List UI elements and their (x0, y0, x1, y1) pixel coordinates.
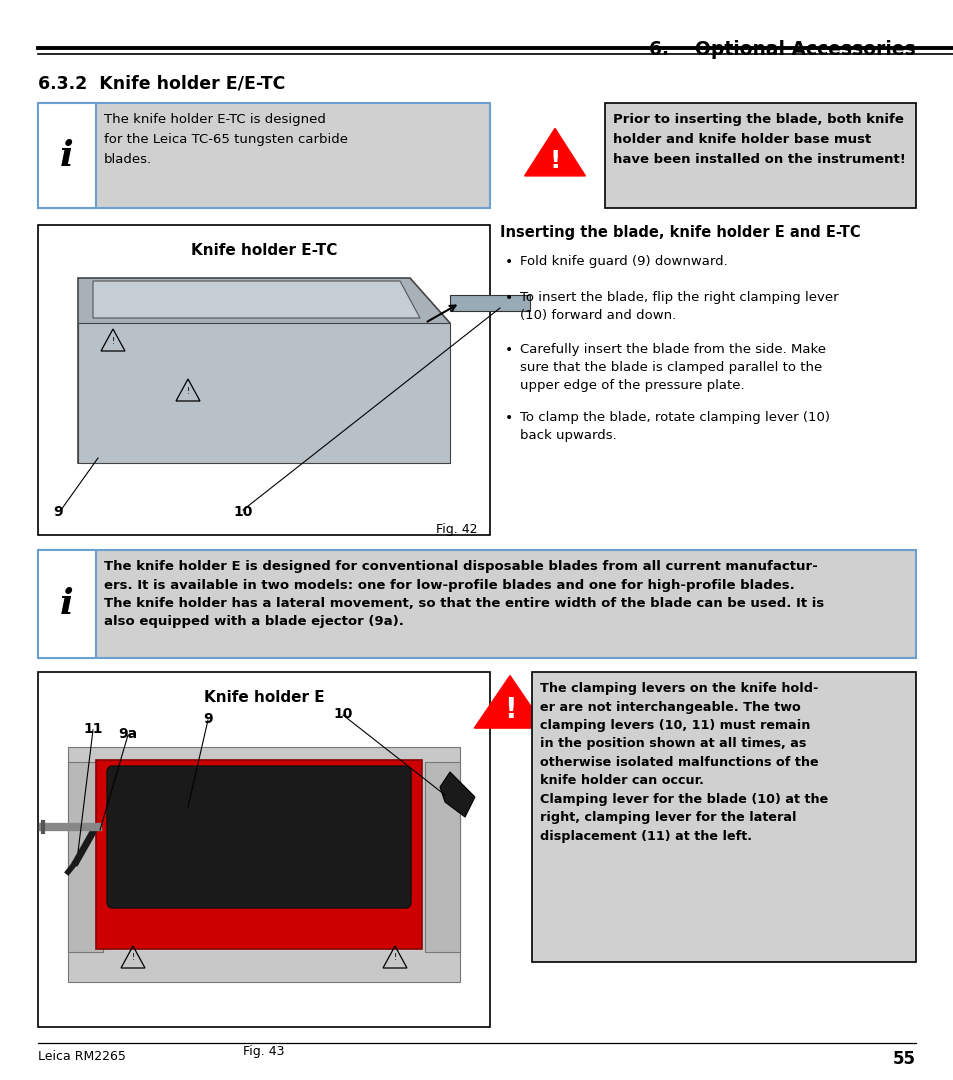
Text: The clamping levers on the knife hold-
er are not interchangeable. The two
clamp: The clamping levers on the knife hold- e… (539, 681, 827, 843)
Text: The knife holder E is designed for conventional disposable blades from all curre: The knife holder E is designed for conve… (104, 561, 823, 629)
Polygon shape (439, 772, 475, 816)
Text: Leica RM2265: Leica RM2265 (38, 1050, 126, 1063)
Text: Carefully insert the blade from the side. Make
sure that the blade is clamped pa: Carefully insert the blade from the side… (519, 343, 825, 392)
Text: 11: 11 (83, 723, 103, 735)
Text: !: ! (503, 696, 516, 724)
FancyBboxPatch shape (38, 225, 490, 535)
Text: 10: 10 (233, 505, 253, 519)
Text: Fig. 42: Fig. 42 (436, 523, 477, 536)
Text: •: • (504, 291, 513, 305)
Text: 10: 10 (333, 707, 353, 721)
Text: Prior to inserting the blade, both knife
holder and knife holder base must
have : Prior to inserting the blade, both knife… (613, 113, 905, 166)
Text: 55: 55 (892, 1050, 915, 1068)
Text: i: i (60, 588, 73, 621)
FancyBboxPatch shape (96, 760, 421, 949)
FancyBboxPatch shape (107, 766, 411, 908)
Text: 9: 9 (53, 505, 63, 519)
Text: •: • (504, 411, 513, 426)
Text: 6.3.2  Knife holder E/E-TC: 6.3.2 Knife holder E/E-TC (38, 75, 285, 93)
Text: Fig. 43: Fig. 43 (243, 1045, 284, 1058)
Text: To clamp the blade, rotate clamping lever (10)
back upwards.: To clamp the blade, rotate clamping leve… (519, 411, 829, 442)
Text: !: ! (393, 954, 396, 962)
Text: 6.    Optional Accessories: 6. Optional Accessories (649, 40, 915, 59)
FancyBboxPatch shape (38, 103, 490, 208)
Text: To insert the blade, flip the right clamping lever
(10) forward and down.: To insert the blade, flip the right clam… (519, 291, 838, 322)
Polygon shape (524, 129, 585, 176)
Text: 9: 9 (203, 712, 213, 726)
Polygon shape (450, 295, 530, 311)
Text: !: ! (112, 337, 114, 346)
FancyBboxPatch shape (68, 762, 103, 951)
FancyBboxPatch shape (38, 550, 96, 658)
FancyBboxPatch shape (604, 103, 915, 208)
FancyBboxPatch shape (532, 672, 915, 962)
FancyBboxPatch shape (68, 747, 459, 982)
Text: •: • (504, 255, 513, 269)
FancyBboxPatch shape (38, 103, 96, 208)
Text: Inserting the blade, knife holder E and E-TC: Inserting the blade, knife holder E and … (499, 225, 860, 240)
Polygon shape (92, 281, 419, 318)
Text: Knife holder E-TC: Knife holder E-TC (191, 243, 336, 258)
FancyBboxPatch shape (38, 550, 915, 658)
Text: 9a: 9a (118, 727, 137, 741)
Text: i: i (60, 138, 73, 173)
Text: !: ! (132, 954, 134, 962)
Text: !: ! (186, 387, 190, 395)
Polygon shape (78, 323, 450, 463)
Text: •: • (504, 343, 513, 357)
Text: The knife holder E-TC is designed
for the Leica TC-65 tungsten carbide
blades.: The knife holder E-TC is designed for th… (104, 113, 348, 166)
Text: Knife holder E: Knife holder E (204, 690, 324, 705)
Text: Fold knife guard (9) downward.: Fold knife guard (9) downward. (519, 255, 727, 268)
Text: !: ! (549, 149, 560, 173)
FancyBboxPatch shape (424, 762, 459, 951)
Polygon shape (78, 278, 450, 463)
FancyBboxPatch shape (38, 672, 490, 1027)
Polygon shape (474, 676, 545, 728)
